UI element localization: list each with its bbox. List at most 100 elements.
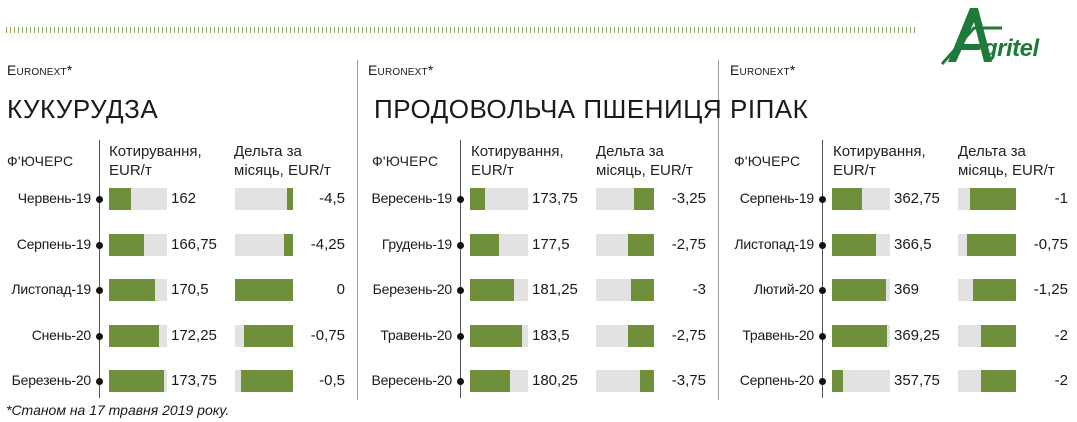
delta-header: Дельта за місяць, EUR/т (596, 143, 693, 179)
quote-header: Котирування, EUR/т (109, 143, 202, 179)
quote-bar-track (109, 188, 167, 210)
axis-line (822, 140, 823, 398)
quote-value: 183,5 (532, 326, 570, 344)
delta-bar-track (958, 188, 1016, 210)
futures-header: Ф'ЮЧЕРС (372, 153, 439, 169)
futures-label: Травень-20 (380, 326, 452, 343)
delta-value: -2,75 (671, 326, 706, 344)
quote-bar-track (470, 188, 528, 210)
quote-value: 172,25 (171, 326, 217, 344)
panel-wheat: Euronext* ПРОДОВОЛЬЧА ПШЕНИЦЯ Ф'ЮЧЕРС Ко… (366, 58, 723, 403)
axis-dot (819, 196, 826, 203)
quote-value: 173,75 (171, 372, 217, 389)
quote-value: 362,75 (894, 190, 940, 207)
quote-bar (832, 370, 843, 392)
quote-bar (832, 188, 862, 210)
delta-bar (981, 324, 1016, 347)
quote-bar-track (470, 233, 528, 256)
quote-bar (109, 233, 145, 256)
delta-bar-track (958, 233, 1016, 256)
axis-dot (819, 241, 826, 249)
delta-bar-track (596, 370, 654, 392)
source-label: Euronext* (368, 62, 434, 78)
futures-label: Березень-20 (372, 281, 453, 297)
delta-value: -1,25 (1033, 281, 1068, 298)
futures-label: Серпень-20 (739, 372, 815, 388)
axis-dot (96, 196, 103, 203)
quote-value: 162 (171, 190, 197, 207)
delta-value: -3 (692, 281, 706, 298)
quote-value: 173,75 (532, 190, 578, 207)
panel-rapeseed: Euronext* РІПАК Ф'ЮЧЕРС Котирування, EUR/… (728, 58, 1077, 403)
quote-bar (470, 370, 510, 392)
axis-line (99, 140, 100, 398)
delta-bar (633, 188, 654, 210)
futures-label: Лютий-20 (753, 281, 814, 297)
quote-bar (832, 324, 888, 347)
axis-dot (96, 378, 103, 385)
delta-value: -0,75 (1033, 235, 1068, 253)
quote-bar (470, 233, 499, 256)
quote-bar-track (109, 324, 167, 347)
delta-bar-track (596, 188, 654, 210)
quote-bar-track (470, 370, 528, 392)
delta-value: -1 (1054, 190, 1068, 207)
delta-bar (639, 370, 654, 392)
delta-header: Дельта за місяць, EUR/т (234, 143, 331, 179)
quote-value: 369 (894, 281, 920, 298)
quote-bar-track (109, 233, 167, 256)
quote-value: 180,25 (532, 372, 578, 389)
futures-label: Серпень-19 (739, 190, 815, 206)
delta-bar (243, 324, 293, 347)
quote-bar-track (832, 188, 890, 210)
delta-value: -2 (1054, 372, 1068, 389)
axis-line (460, 140, 461, 398)
delta-value: -0,5 (319, 372, 345, 389)
delta-bar-track (235, 279, 293, 301)
delta-bar (969, 188, 1016, 210)
quote-bar-track (832, 279, 890, 301)
delta-value: -3,75 (671, 372, 706, 389)
panel-title: ПРОДОВОЛЬЧА ПШЕНИЦЯ (374, 94, 723, 124)
axis-dot (819, 287, 826, 294)
futures-label: Листопад-19 (11, 281, 91, 297)
futures-label: Грудень-19 (381, 235, 452, 252)
delta-bar (627, 233, 654, 256)
delta-value: -3,25 (671, 190, 706, 207)
quote-bar-track (109, 279, 167, 301)
delta-bar (966, 233, 1016, 256)
quote-bar (470, 324, 523, 347)
quote-value: 170,5 (171, 281, 209, 298)
quote-bar (470, 188, 485, 210)
panel-title: КУКУРУДЗА (7, 94, 159, 124)
delta-bar-track (235, 324, 293, 347)
axis-dot (457, 287, 464, 294)
axis-dot (96, 241, 103, 249)
delta-value: -4,25 (310, 235, 345, 253)
axis-dot (819, 332, 826, 340)
delta-value: -4,5 (319, 190, 345, 207)
source-label: Euronext* (7, 62, 73, 78)
quote-bar (109, 370, 164, 392)
quote-value: 181,25 (532, 281, 578, 298)
delta-value: 0 (336, 281, 345, 298)
futures-label: Червень-19 (17, 190, 91, 206)
futures-header: Ф'ЮЧЕРС (7, 153, 74, 169)
delta-bar-track (596, 279, 654, 301)
top-dotted-rule (6, 27, 915, 33)
panel-corn: Euronext* КУКУРУДЗА Ф'ЮЧЕРС Котирування,… (5, 58, 360, 403)
axis-dot (457, 332, 464, 340)
axis-dot (457, 196, 464, 203)
axis-dot (457, 378, 464, 385)
axis-dot (96, 332, 103, 340)
quote-value: 366,5 (894, 235, 932, 253)
futures-label: Снень-20 (31, 326, 91, 343)
delta-bar (284, 233, 293, 256)
delta-bar-track (958, 279, 1016, 301)
quote-bar-track (109, 370, 167, 392)
delta-bar-track (596, 233, 654, 256)
delta-value: -0,75 (310, 326, 345, 344)
axis-dot (819, 378, 826, 385)
delta-bar (630, 279, 654, 301)
futures-label: Березень-20 (11, 372, 92, 388)
